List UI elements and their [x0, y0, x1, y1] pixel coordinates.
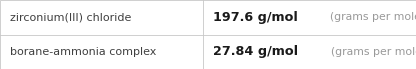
Text: 27.84 g/mol: 27.84 g/mol: [213, 45, 299, 58]
Text: (grams per mole): (grams per mole): [330, 12, 416, 22]
Text: borane-ammonia complex: borane-ammonia complex: [10, 47, 157, 57]
Text: zirconium(III) chloride: zirconium(III) chloride: [10, 12, 132, 22]
Text: (grams per mole): (grams per mole): [331, 47, 416, 57]
Text: 197.6 g/mol: 197.6 g/mol: [213, 11, 298, 24]
